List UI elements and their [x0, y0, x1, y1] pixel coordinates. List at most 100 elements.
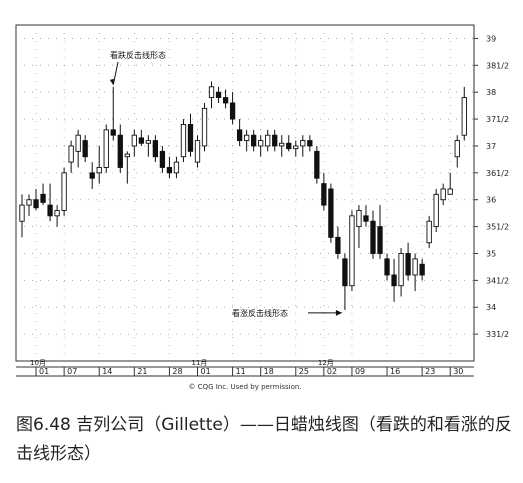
candle [307, 135, 313, 152]
candle [412, 253, 418, 292]
candle [398, 248, 404, 297]
y-tick-label: 37 [486, 142, 496, 151]
candle [201, 102, 208, 152]
candle [384, 253, 390, 281]
candlestick-chart: 39 381/2 38 371/2 37 361/2 36 351/2 35 341/2 34 331… [15, 24, 509, 391]
candle [82, 135, 88, 163]
candle [124, 151, 130, 184]
x-tick-label: 02 [327, 367, 337, 376]
candle [152, 135, 159, 163]
candle [47, 183, 53, 222]
candle-body-black [307, 140, 313, 147]
candle-body-white [201, 107, 208, 147]
candle [33, 188, 39, 211]
candle-body-white [349, 215, 355, 287]
candle-body-black [328, 188, 334, 238]
candle [447, 172, 453, 195]
candle [110, 86, 116, 141]
candle-body-black [236, 129, 243, 142]
candle [272, 129, 278, 152]
y-tick-label: 361/2 [486, 169, 509, 178]
candle-body-white [454, 140, 460, 158]
figure-caption: 图6.48 吉列公司（Gillette）——日蜡烛线图（看跌的和看涨的反击线形态… [16, 415, 512, 464]
candle [349, 210, 355, 292]
candle [19, 194, 25, 238]
x-tick-label: 21 [137, 367, 147, 376]
candle [166, 156, 173, 179]
x-tick-label: 14 [102, 367, 112, 376]
candle-body-black [117, 134, 123, 168]
candle-body-black [229, 102, 236, 120]
x-axis: 01 07 14 21 28 01 11 18 25 02 09 16 23 30 10月 11月 12月 [30, 359, 463, 376]
annotation-arrowhead [335, 309, 342, 316]
x-tick-label: 09 [355, 367, 365, 376]
candle [342, 253, 348, 310]
x-tick-label: 23 [425, 367, 435, 376]
candle [419, 258, 425, 281]
candle [321, 172, 327, 211]
candle [117, 124, 123, 173]
y-tick-label: 36 [486, 196, 496, 205]
candle [258, 135, 264, 157]
candle-body-white [279, 142, 285, 147]
candle-body-white [412, 258, 418, 276]
candle [370, 210, 376, 259]
candle-body-white [356, 210, 362, 228]
candle-body-black [419, 263, 425, 276]
candle-body-black [166, 167, 173, 174]
candle [61, 167, 67, 216]
plot-frame [15, 24, 475, 362]
x-tick-label: 16 [390, 367, 400, 376]
annotation-label: 看跌反击线形态 [110, 50, 166, 60]
candle [26, 194, 32, 216]
candle-body-black [363, 215, 369, 222]
x-tick-label: 25 [299, 367, 309, 376]
candle-body-white [68, 145, 74, 163]
candle [433, 188, 439, 232]
candle [187, 113, 194, 157]
candle [75, 129, 81, 168]
candle [243, 129, 250, 152]
candle [377, 205, 383, 259]
y-tick-label: 38 [486, 88, 496, 97]
candle [314, 145, 320, 184]
candle-body-black [272, 134, 278, 147]
candle-body-white [131, 134, 137, 147]
candle-body-white [243, 134, 250, 142]
candle [222, 89, 229, 109]
x-tick-label: 28 [172, 367, 182, 376]
candle-body-white [426, 220, 432, 244]
candle-body-black [342, 258, 348, 287]
x-tick-label: 30 [453, 367, 463, 376]
candle-body-black [321, 183, 327, 206]
month-label: 11月 [192, 359, 208, 367]
y-tick-label: 381/2 [486, 61, 509, 70]
candle [328, 183, 334, 243]
candle [208, 81, 215, 109]
candle-body-black [152, 140, 159, 158]
candle-body-black [222, 97, 229, 104]
candle-body-white [173, 161, 180, 174]
candle [194, 135, 201, 168]
candle-body-white [208, 86, 215, 99]
candle-body-white [145, 140, 152, 144]
candle-body-white [433, 193, 439, 228]
candle [180, 119, 187, 163]
candle-body-black [391, 274, 397, 287]
annotation-arrow-line [112, 61, 119, 85]
candle-body-white [293, 145, 299, 150]
x-tick-label: 18 [264, 367, 274, 376]
candle-body-black [215, 91, 222, 99]
candle [159, 145, 166, 173]
candle-body-white [440, 188, 446, 201]
candle-body-white [265, 134, 271, 147]
x-tick-label: 11 [236, 367, 246, 376]
candle [131, 129, 137, 157]
candle [426, 215, 432, 249]
candle [103, 124, 109, 173]
candle [145, 135, 152, 157]
candle-body-white [124, 153, 130, 158]
candle-body-black [110, 129, 116, 136]
candle-body-black [187, 124, 194, 152]
annotation-label: 看涨反击线形态 [232, 308, 288, 318]
